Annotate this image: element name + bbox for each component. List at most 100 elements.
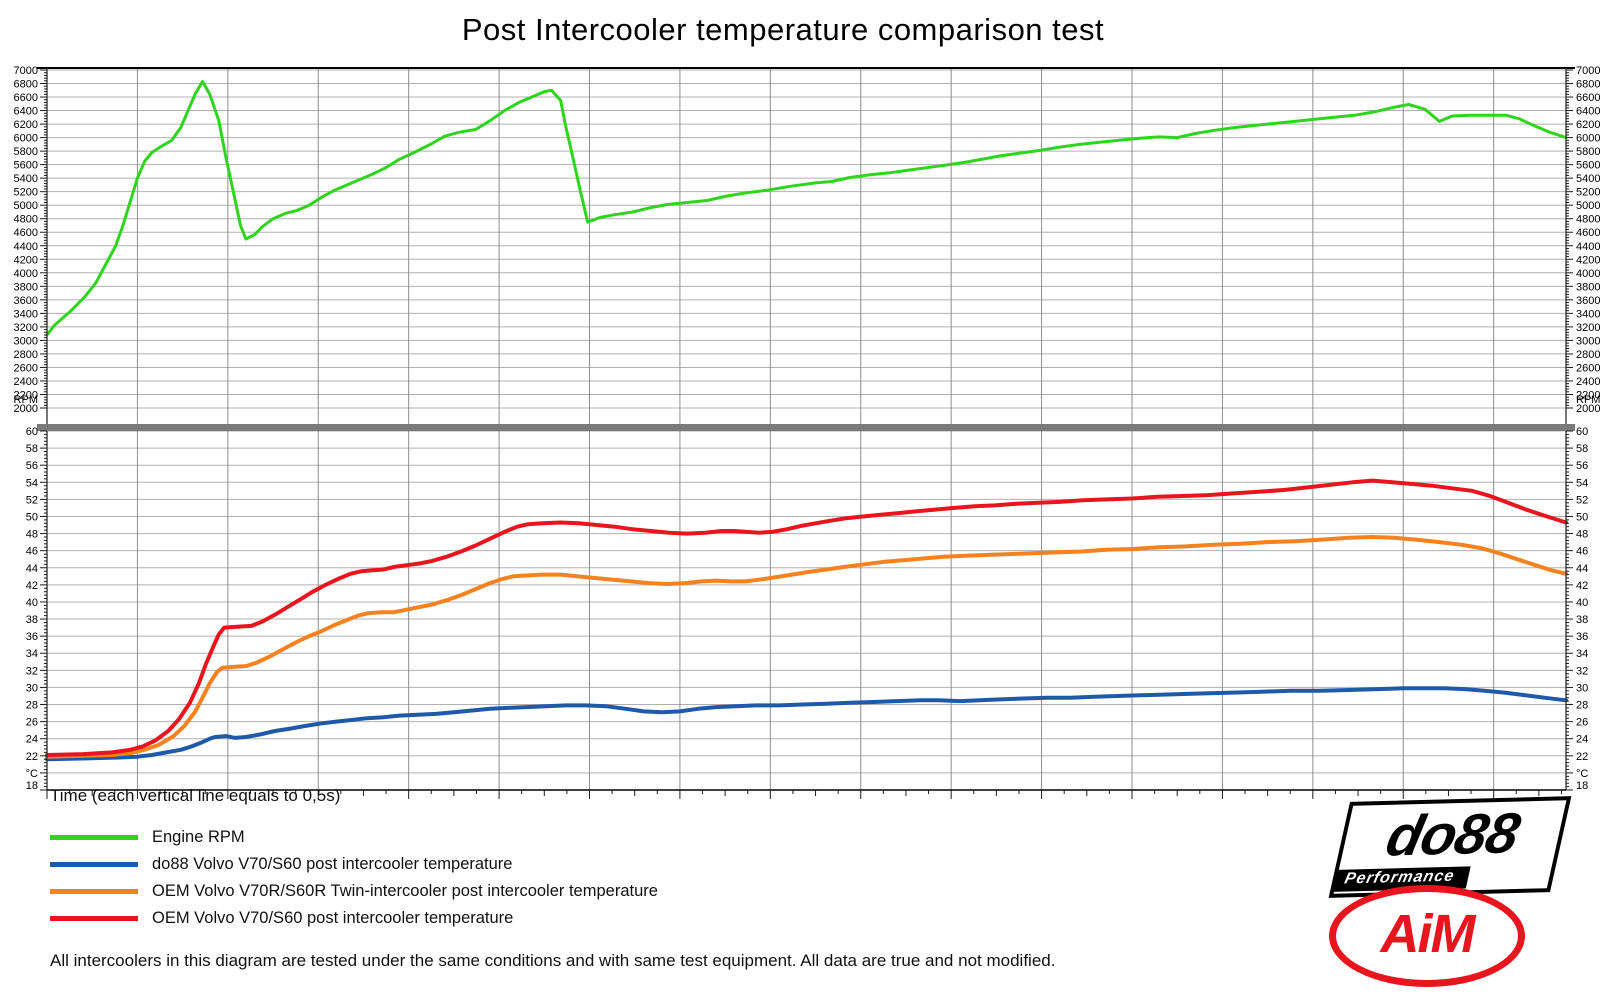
svg-text:58: 58	[1576, 443, 1588, 455]
svg-text:5200: 5200	[14, 187, 38, 199]
legend-swatch-green	[50, 835, 138, 840]
svg-text:42: 42	[1576, 580, 1588, 592]
svg-text:6200: 6200	[14, 119, 38, 131]
svg-text:4000: 4000	[1576, 268, 1600, 280]
svg-text:3800: 3800	[14, 281, 38, 293]
svg-text:2800: 2800	[1576, 349, 1600, 361]
svg-text:4400: 4400	[14, 241, 38, 253]
chart-legend: Engine RPM do88 Volvo V70/S60 post inter…	[50, 824, 658, 932]
svg-text:32: 32	[26, 665, 38, 677]
svg-text:5000: 5000	[14, 200, 38, 212]
svg-text:40: 40	[26, 597, 38, 609]
svg-text:2400: 2400	[14, 376, 38, 388]
svg-text:2000: 2000	[1576, 403, 1600, 415]
svg-text:48: 48	[26, 529, 38, 541]
svg-text:46: 46	[26, 546, 38, 558]
svg-text:52: 52	[1576, 494, 1588, 506]
svg-text:2600: 2600	[14, 362, 38, 374]
legend-label: Engine RPM	[152, 828, 245, 846]
svg-text:18: 18	[1576, 780, 1588, 792]
svg-text:3400: 3400	[1576, 308, 1600, 320]
svg-text:40: 40	[1576, 597, 1588, 609]
svg-text:4200: 4200	[1576, 254, 1600, 266]
svg-text:3000: 3000	[14, 335, 38, 347]
svg-text:54: 54	[1576, 477, 1588, 489]
svg-text:42: 42	[26, 580, 38, 592]
svg-text:44: 44	[1576, 563, 1588, 575]
gridlines	[47, 68, 1566, 791]
svg-text:28: 28	[1576, 700, 1588, 712]
svg-text:5000: 5000	[1576, 200, 1600, 212]
svg-text:6800: 6800	[1576, 79, 1600, 91]
svg-text:56: 56	[1576, 460, 1588, 472]
svg-text:34: 34	[1576, 648, 1588, 660]
time-axis-label: Time (each vertical line equals to 0,5s)	[50, 786, 341, 805]
legend-item-oem: OEM Volvo V70/S60 post intercooler tempe…	[50, 905, 658, 932]
svg-text:2200: 2200	[14, 389, 38, 401]
svg-text:54: 54	[26, 477, 38, 489]
svg-text:22: 22	[1576, 751, 1588, 763]
svg-text:60: 60	[1576, 426, 1588, 438]
svg-text:58: 58	[26, 443, 38, 455]
svg-text:6600: 6600	[1576, 92, 1600, 104]
svg-text:2800: 2800	[14, 349, 38, 361]
svg-text:50: 50	[1576, 511, 1588, 523]
svg-text:4000: 4000	[14, 268, 38, 280]
legend-item-oem-twin: OEM Volvo V70R/S60R Twin-intercooler pos…	[50, 878, 658, 905]
svg-text:3600: 3600	[14, 295, 38, 307]
svg-text:4800: 4800	[1576, 214, 1600, 226]
svg-text:°C: °C	[26, 768, 38, 780]
legend-swatch-blue	[50, 862, 138, 867]
svg-text:18: 18	[26, 780, 38, 792]
footnote: All intercoolers in this diagram are tes…	[50, 951, 1056, 970]
svg-text:30: 30	[26, 682, 38, 694]
legend-item-engine-rpm: Engine RPM	[50, 824, 658, 851]
svg-text:34: 34	[26, 648, 38, 660]
svg-text:4200: 4200	[14, 254, 38, 266]
svg-text:5200: 5200	[1576, 187, 1600, 199]
svg-text:24: 24	[26, 734, 38, 746]
svg-text:7000: 7000	[14, 65, 38, 77]
svg-text:6800: 6800	[14, 79, 38, 91]
svg-text:38: 38	[1576, 614, 1588, 626]
svg-text:4600: 4600	[1576, 227, 1600, 239]
svg-text:3200: 3200	[14, 322, 38, 334]
series-green	[45, 80, 1568, 337]
svg-text:6000: 6000	[14, 133, 38, 145]
svg-text:56: 56	[26, 460, 38, 472]
svg-text:2200: 2200	[1576, 389, 1600, 401]
svg-text:5600: 5600	[14, 160, 38, 172]
page-title: Post Intercooler temperature comparison …	[461, 12, 1105, 47]
svg-text:6200: 6200	[1576, 119, 1600, 131]
svg-text:48: 48	[1576, 529, 1588, 541]
svg-text:50: 50	[26, 511, 38, 523]
svg-text:3400: 3400	[14, 308, 38, 320]
svg-text:4600: 4600	[14, 227, 38, 239]
svg-text:22: 22	[26, 751, 38, 763]
legend-label: OEM Volvo V70R/S60R Twin-intercooler pos…	[152, 882, 658, 900]
svg-text:6400: 6400	[1576, 106, 1600, 118]
svg-text:4400: 4400	[1576, 241, 1600, 253]
svg-text:3000: 3000	[1576, 335, 1600, 347]
svg-text:4800: 4800	[14, 214, 38, 226]
svg-text:2000: 2000	[14, 403, 38, 415]
svg-text:3200: 3200	[1576, 322, 1600, 334]
legend-item-do88: do88 Volvo V70/S60 post intercooler temp…	[50, 851, 658, 878]
svg-text:°C: °C	[1576, 768, 1588, 780]
svg-text:5600: 5600	[1576, 160, 1600, 172]
svg-text:RPM: RPM	[14, 394, 38, 406]
svg-text:30: 30	[1576, 682, 1588, 694]
do88-performance-logo: do88 Performance	[1328, 796, 1572, 898]
svg-text:5800: 5800	[14, 146, 38, 158]
plot-frame	[37, 67, 1575, 791]
svg-text:2600: 2600	[1576, 362, 1600, 374]
svg-text:RPM: RPM	[1576, 394, 1600, 406]
svg-text:2400: 2400	[1576, 376, 1600, 388]
svg-text:26: 26	[1576, 717, 1588, 729]
legend-swatch-red	[50, 916, 138, 921]
svg-text:6400: 6400	[14, 106, 38, 118]
svg-text:7000: 7000	[1576, 65, 1600, 77]
svg-text:28: 28	[26, 700, 38, 712]
